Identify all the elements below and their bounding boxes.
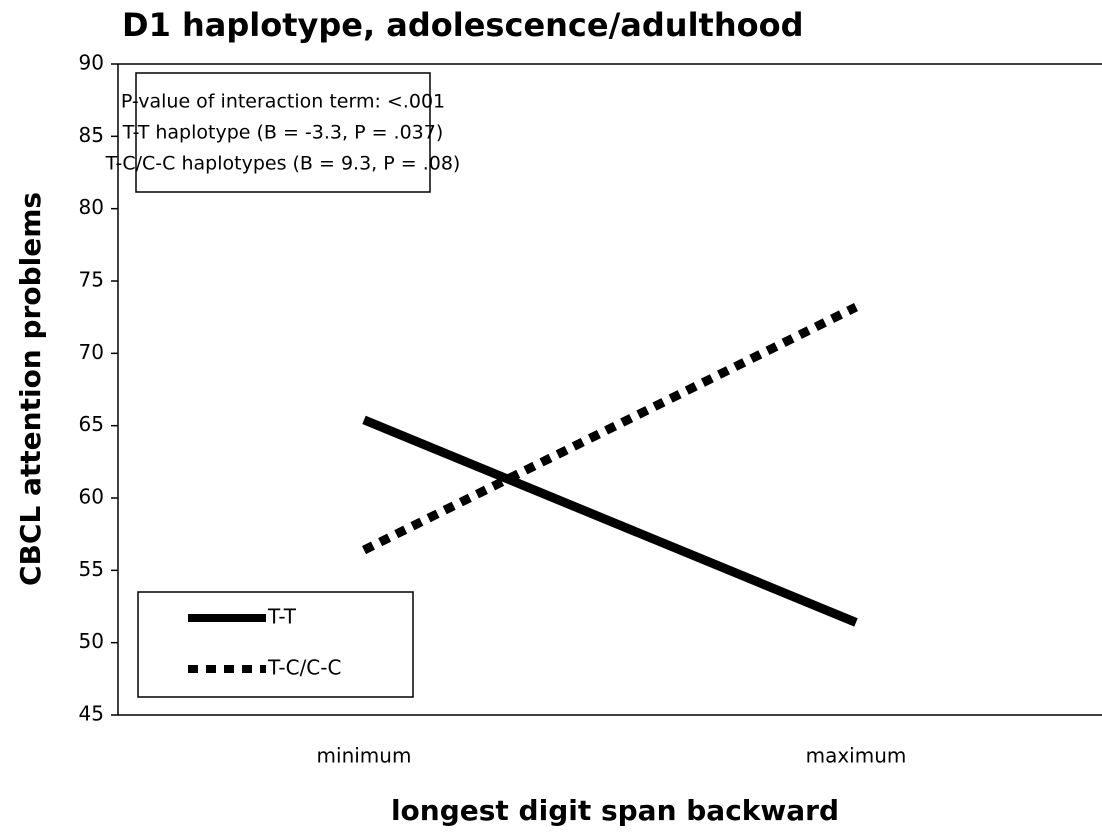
y-tick-label: 50	[79, 629, 104, 653]
x-axis-label: longest digit span backward	[391, 794, 839, 827]
y-tick-label: 70	[79, 340, 104, 364]
x-tick-label: maximum	[806, 744, 907, 768]
legend-label: T-T	[267, 605, 297, 629]
y-tick-label: 85	[79, 123, 104, 147]
y-tick-label: 65	[79, 412, 104, 436]
legend-label: T-C/C-C	[267, 656, 341, 680]
y-tick-label: 60	[79, 485, 104, 509]
series-line	[362, 415, 858, 627]
annotation-box	[135, 72, 431, 193]
annotation: T-C/C-C haplotypes (B = 9.3, P = .08)	[105, 153, 461, 175]
y-tick-label: 55	[79, 557, 104, 581]
chart-title: D1 haplotype, adolescence/adulthood	[122, 6, 803, 44]
legend-box	[137, 591, 414, 698]
x-tick-label: minimum	[317, 744, 412, 768]
y-tick-label: 90	[79, 51, 104, 75]
y-tick-label: 75	[79, 268, 104, 292]
annotation: T-T haplotype (B = -3.3, P = .037)	[122, 122, 444, 144]
y-axis-label: CBCL attention problems	[14, 192, 47, 586]
y-tick-label: 45	[79, 702, 104, 726]
series-line	[362, 303, 858, 555]
y-tick-label: 80	[79, 195, 104, 219]
annotation: P-value of interaction term: <.001	[121, 91, 445, 113]
